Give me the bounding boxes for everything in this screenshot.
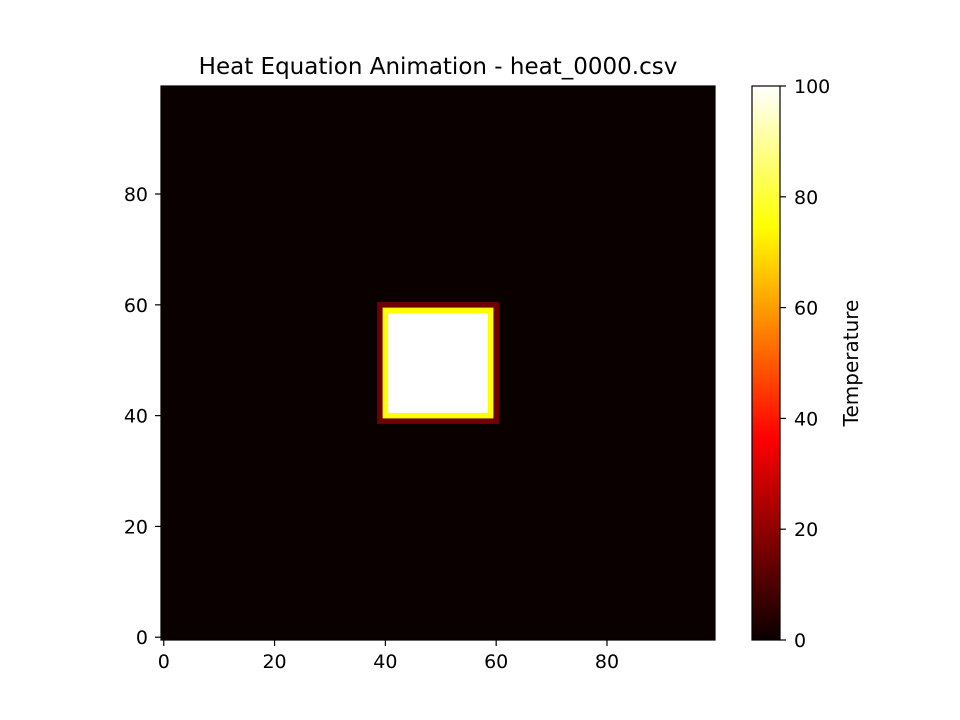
colorbar: 0 20 40 60 80 100 Temperature: [751, 76, 863, 652]
colorbar-tick-label: 0: [794, 630, 806, 652]
x-tick-label: 80: [595, 651, 619, 673]
x-tick-label: 0: [158, 651, 170, 673]
colorbar-tick-label: 60: [794, 298, 818, 320]
heatmap-cells: [161, 86, 715, 640]
y-tick-label: 60: [124, 295, 148, 317]
x-tick-label: 40: [373, 651, 397, 673]
y-tick-label: 20: [124, 516, 148, 538]
y-tick-label: 40: [124, 406, 148, 428]
colorbar-label: Temperature: [839, 300, 863, 428]
x-tick-label: 20: [262, 651, 286, 673]
plot-frame: [160, 85, 716, 641]
chart-title: Heat Equation Animation - heat_0000.csv: [199, 54, 678, 80]
heatmap-region-2: [388, 313, 488, 413]
heatmap-plot: [160, 85, 716, 641]
colorbar-gradient: [752, 86, 780, 640]
y-tick-label: 0: [136, 627, 148, 649]
y-tick-label: 80: [124, 184, 148, 206]
colorbar-tick-label: 40: [794, 408, 818, 430]
colorbar-ticks: 0 20 40 60 80 100: [780, 76, 830, 652]
x-axis: 0 20 40 60 80: [158, 640, 619, 673]
y-axis: 0 20 40 60 80: [124, 184, 161, 649]
colorbar-tick-label: 20: [794, 519, 818, 541]
colorbar-tick-label: 100: [794, 76, 830, 98]
x-tick-label: 60: [484, 651, 508, 673]
colorbar-tick-label: 80: [794, 187, 818, 209]
colorbar-frame: [751, 85, 781, 641]
